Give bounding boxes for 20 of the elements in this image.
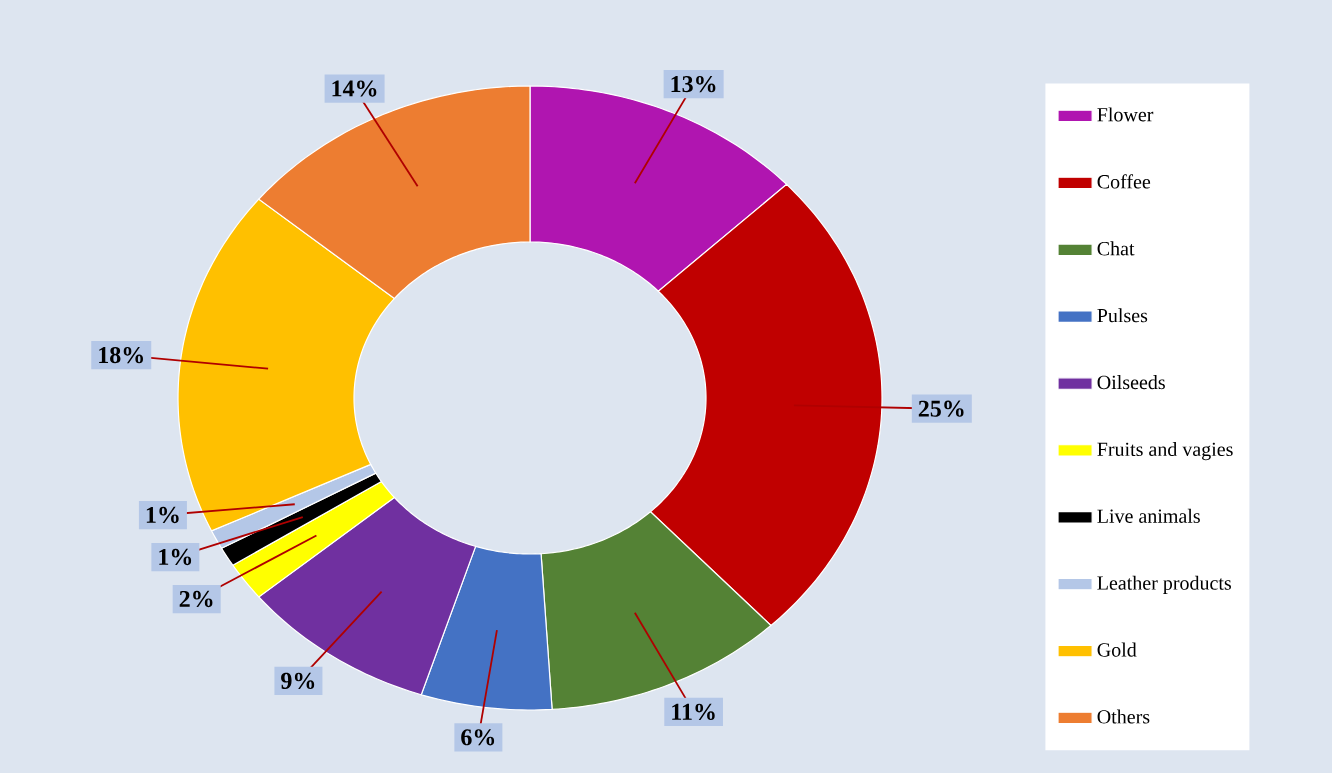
legend-label: Leather products (1097, 575, 1231, 594)
legend-label: Pulses (1097, 308, 1148, 323)
legend-label: Gold (1097, 642, 1137, 657)
legend-label: Live animals (1097, 508, 1200, 523)
legend-label: Flower (1097, 107, 1154, 122)
data-label: 6% (461, 729, 495, 746)
data-label: 1% (146, 506, 179, 524)
data-label: 18% (99, 346, 143, 364)
data-label: 11% (672, 703, 715, 720)
data-label: 9% (281, 672, 315, 689)
legend-label: Fruits and vagies (1097, 441, 1233, 461)
legend-label: Oilseeds (1097, 375, 1165, 390)
data-label: 2% (179, 590, 213, 608)
legend-label: Coffee (1097, 174, 1151, 189)
data-label: 14% (332, 80, 377, 97)
data-label: 1% (159, 548, 192, 566)
data-label: 25% (918, 400, 964, 417)
legend-label: Chat (1097, 241, 1135, 256)
legend-label: Others (1097, 709, 1150, 724)
data-label: 13% (671, 75, 716, 93)
